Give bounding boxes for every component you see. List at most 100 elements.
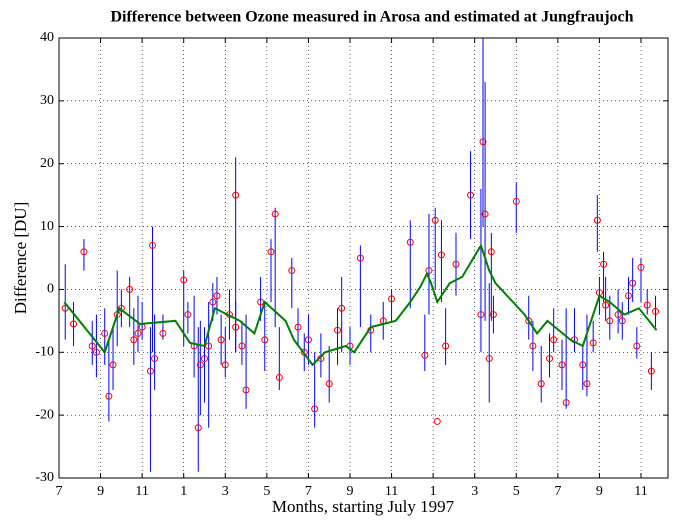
data-point [196, 361, 204, 369]
x-tick-label: 9 [596, 484, 603, 499]
data-point [388, 295, 396, 303]
data-point [271, 210, 279, 218]
chart-title: Difference between Ozone measured in Aro… [110, 9, 633, 26]
data-point [213, 292, 221, 300]
data-point [217, 336, 225, 344]
data-point [92, 348, 100, 356]
y-tick-label: 0 [47, 282, 54, 297]
y-tick-label: -20 [35, 407, 54, 422]
data-point [614, 311, 622, 319]
data-point [562, 399, 570, 407]
x-tick-label: 7 [56, 484, 63, 499]
data-point [80, 248, 88, 256]
x-tick-label: 1 [430, 484, 437, 499]
data-point [625, 292, 633, 300]
data-point [433, 417, 441, 425]
data-point [200, 355, 208, 363]
data-point [238, 342, 246, 350]
data-point [159, 329, 167, 337]
data-point [589, 339, 597, 347]
x-tick-label: 3 [222, 484, 229, 499]
data-point [232, 323, 240, 331]
y-tick-label: 10 [40, 219, 54, 234]
data-point [558, 361, 566, 369]
data-point [546, 355, 554, 363]
data-point [425, 267, 433, 275]
data-point [294, 323, 302, 331]
data-point [311, 405, 319, 413]
data-point [180, 276, 188, 284]
data-point [489, 311, 497, 319]
data-point [151, 355, 159, 363]
y-tick-label: -30 [35, 470, 54, 485]
plot-frame [58, 37, 669, 479]
data-point [109, 361, 117, 369]
data-point [437, 251, 445, 259]
x-axis-label: Months, starting July 1997 [272, 497, 455, 516]
data-point [209, 298, 217, 306]
data-point [356, 254, 364, 262]
data-point [637, 263, 645, 271]
x-tick-label: 5 [513, 484, 520, 499]
data-point [304, 336, 312, 344]
x-tick-label: 7 [554, 484, 561, 499]
data-point [618, 317, 626, 325]
data-point [288, 267, 296, 275]
data-point [205, 342, 213, 350]
data-point [550, 336, 558, 344]
data-point [105, 392, 113, 400]
data-point [130, 336, 138, 344]
data-point [512, 197, 520, 205]
data-point [525, 317, 533, 325]
data-point [149, 241, 157, 249]
y-tick-label: 20 [40, 156, 54, 171]
data-point [334, 326, 342, 334]
data-point [647, 367, 655, 375]
data-point [406, 238, 414, 246]
x-tick-label: 9 [346, 484, 353, 499]
data-point [606, 317, 614, 325]
data-point [487, 248, 495, 256]
data-point [257, 298, 265, 306]
data-point [479, 138, 487, 146]
data-point [600, 260, 608, 268]
data-point [146, 367, 154, 375]
data-point [431, 216, 439, 224]
x-tick-label: 11 [634, 484, 647, 499]
data-point [537, 380, 545, 388]
data-point [88, 342, 96, 350]
data-point [101, 329, 109, 337]
data-point [481, 210, 489, 218]
data-point [421, 351, 429, 359]
data-point [232, 191, 240, 199]
data-point [325, 380, 333, 388]
data-point [184, 311, 192, 319]
x-tick-label: 3 [471, 484, 478, 499]
data-point [593, 216, 601, 224]
y-tick-label: 40 [40, 30, 54, 45]
y-tick-label: -10 [35, 345, 54, 360]
x-tick-label: 11 [385, 484, 398, 499]
data-point [126, 285, 134, 293]
x-tick-label: 7 [305, 484, 312, 499]
x-tick-label: 9 [97, 484, 104, 499]
x-tick-label: 11 [135, 484, 148, 499]
trend-line [63, 243, 658, 367]
data-point [602, 301, 610, 309]
data-point [70, 320, 78, 328]
data-point [261, 336, 269, 344]
data-point [629, 279, 637, 287]
data-point [477, 311, 485, 319]
data-point [529, 342, 537, 350]
data-point [633, 342, 641, 350]
data-point [652, 307, 660, 315]
data-point [579, 361, 587, 369]
data-point [267, 248, 275, 256]
y-tick-label: 30 [40, 93, 54, 108]
data-point [467, 191, 475, 199]
y-axis-label: Difference [DU] [11, 202, 30, 314]
x-tick-label: 1 [180, 484, 187, 499]
data-point [485, 355, 493, 363]
data-point [134, 329, 142, 337]
